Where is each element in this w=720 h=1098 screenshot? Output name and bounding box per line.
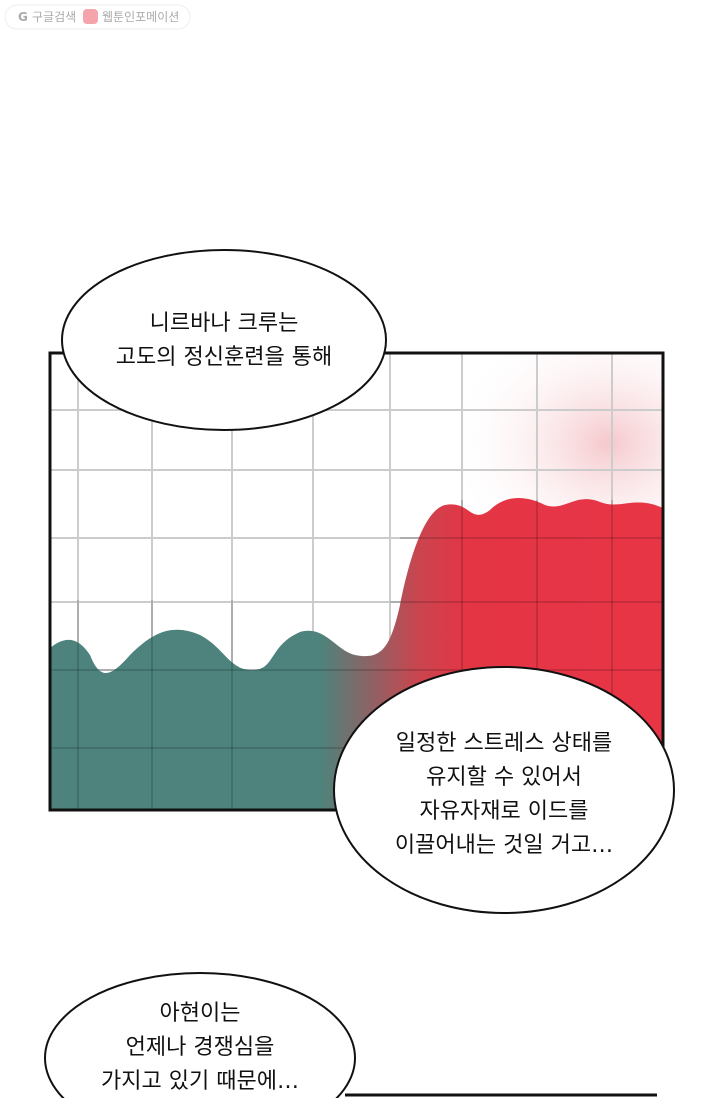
bubble-line: 이끌어내는 것일 거고…: [395, 833, 613, 858]
speech-bubble: [333, 666, 675, 914]
watermark-search: 구글검색: [32, 10, 76, 24]
bubble-line: 아현이는: [160, 1001, 241, 1026]
speech-bubble: [61, 249, 387, 431]
bubble-line: 자유자재로 이드를: [420, 799, 589, 824]
svg-text:G: G: [18, 10, 28, 24]
bubble-line: 언제나 경쟁심을: [126, 1035, 275, 1060]
bubble-line: 일정한 스트레스 상태를: [396, 731, 612, 756]
bubble-line: 니르바나 크루는: [150, 311, 299, 336]
bubble-line: 유지할 수 있어서: [426, 765, 582, 790]
watermark: G 구글검색 웹툰인포메이션: [4, 4, 191, 30]
bubble-line: 가지고 있기 때문에…: [101, 1069, 299, 1094]
watermark-site: 웹툰인포메이션: [102, 10, 179, 24]
bubble-line: 고도의 정신훈련을 통해: [116, 345, 332, 370]
speech-bubble: [44, 972, 356, 1098]
